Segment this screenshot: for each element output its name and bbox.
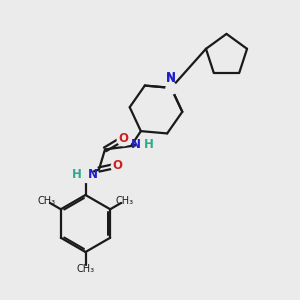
- Text: N: N: [131, 138, 141, 151]
- Text: CH₃: CH₃: [76, 264, 94, 274]
- Text: CH₃: CH₃: [116, 196, 134, 206]
- Text: O: O: [112, 159, 122, 172]
- Text: O: O: [118, 132, 128, 145]
- Text: H: H: [144, 138, 154, 151]
- Text: N: N: [166, 71, 176, 84]
- Text: N: N: [88, 168, 98, 181]
- Text: H: H: [72, 168, 82, 181]
- Text: N: N: [166, 72, 176, 85]
- Text: CH₃: CH₃: [37, 196, 55, 206]
